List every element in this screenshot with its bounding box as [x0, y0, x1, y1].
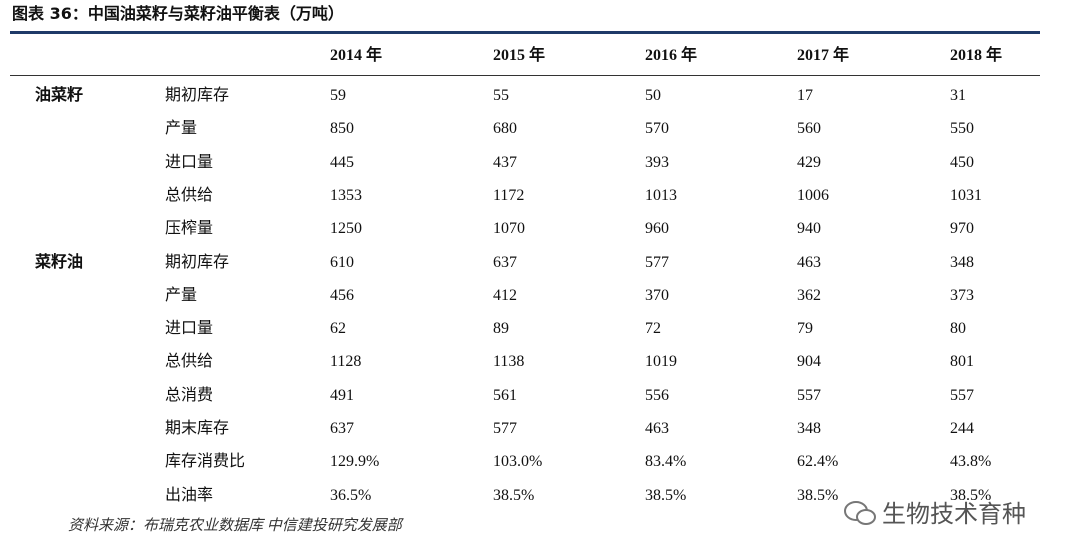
- cell: 850: [330, 120, 354, 138]
- row-label: 总供给: [165, 186, 214, 204]
- column-header: 2016 年: [645, 47, 698, 64]
- cell: 348: [950, 253, 974, 271]
- cell: 637: [493, 253, 517, 271]
- cell: 557: [950, 386, 974, 404]
- cell: 561: [493, 386, 517, 404]
- cell: 801: [950, 353, 974, 371]
- row-label: 总供给: [165, 353, 214, 371]
- cell: 36.5%: [330, 486, 372, 504]
- cell: 83.4%: [645, 453, 687, 471]
- cell: 429: [797, 153, 821, 171]
- row-label: 期末库存: [165, 420, 230, 437]
- row-label: 压榨量: [165, 220, 214, 238]
- cell: 59: [330, 87, 346, 104]
- cell: 244: [950, 420, 974, 437]
- cell: 393: [645, 153, 669, 171]
- cell: 463: [797, 253, 821, 271]
- cell: 412: [493, 286, 517, 304]
- cell: 31: [950, 87, 966, 104]
- cell: 940: [797, 220, 821, 238]
- cell: 370: [645, 286, 669, 304]
- cell: 55: [493, 87, 509, 104]
- cell: 610: [330, 253, 354, 271]
- cell: 904: [797, 353, 821, 371]
- title: 图表 36：中国油菜籽与菜籽油平衡表（万吨）: [12, 4, 344, 23]
- cell: 38.5%: [797, 486, 839, 504]
- column-header: 2014 年: [330, 47, 383, 64]
- cell: 89: [493, 320, 509, 338]
- source: 资料来源：布瑞克农业数据库 中信建投研究发展部: [68, 518, 402, 534]
- cell: 463: [645, 420, 669, 437]
- cell: 129.9%: [330, 453, 380, 471]
- column-header: 2017 年: [797, 47, 850, 64]
- cell: 557: [797, 386, 821, 404]
- cell: 970: [950, 220, 974, 238]
- cell: 637: [330, 420, 354, 437]
- cell: 62.4%: [797, 453, 839, 471]
- cell: 570: [645, 120, 669, 138]
- group-label: 油菜籽: [35, 87, 84, 104]
- row-label: 库存消费比: [165, 453, 246, 471]
- header-rule: [10, 75, 1040, 76]
- cell: 43.8%: [950, 453, 992, 471]
- cell: 17: [797, 87, 813, 104]
- cell: 491: [330, 386, 354, 404]
- cell: 1353: [330, 186, 362, 204]
- cell: 437: [493, 153, 517, 171]
- cell: 450: [950, 153, 974, 171]
- cell: 577: [645, 253, 669, 271]
- cell: 445: [330, 153, 354, 171]
- row-label: 期初库存: [165, 87, 230, 104]
- cell: 79: [797, 320, 813, 338]
- cell: 362: [797, 286, 821, 304]
- cell: 38.5%: [950, 486, 992, 504]
- cell: 72: [645, 320, 661, 338]
- group-label: 菜籽油: [35, 253, 84, 271]
- cell: 62: [330, 320, 346, 338]
- cell: 38.5%: [493, 486, 535, 504]
- cell: 348: [797, 420, 821, 437]
- cell: 680: [493, 120, 517, 138]
- cell: 1070: [493, 220, 525, 238]
- cell: 560: [797, 120, 821, 138]
- wechat-icon: [844, 501, 876, 525]
- cell: 38.5%: [645, 486, 687, 504]
- row-label: 总消费: [165, 386, 214, 404]
- title-rule: [10, 31, 1040, 34]
- column-header: 2015 年: [493, 47, 546, 64]
- cell: 1172: [493, 186, 525, 204]
- cell: 556: [645, 386, 669, 404]
- row-label: 进口量: [165, 320, 214, 338]
- cell: 550: [950, 120, 974, 138]
- cell: 80: [950, 320, 966, 338]
- row-label: 进口量: [165, 153, 214, 171]
- row-label: 出油率: [165, 486, 214, 504]
- cell: 456: [330, 286, 354, 304]
- row-label: 期初库存: [165, 253, 230, 271]
- cell: 1128: [330, 353, 362, 371]
- column-header: 2018 年: [950, 47, 1003, 64]
- cell: 1006: [797, 186, 829, 204]
- cell: 1013: [645, 186, 677, 204]
- cell: 1138: [493, 353, 525, 371]
- row-label: 产量: [165, 286, 198, 304]
- row-label: 产量: [165, 120, 198, 138]
- cell: 1031: [950, 186, 982, 204]
- cell: 577: [493, 420, 517, 437]
- cell: 103.0%: [493, 453, 543, 471]
- cell: 1019: [645, 353, 677, 371]
- cell: 960: [645, 220, 669, 238]
- cell: 1250: [330, 220, 362, 238]
- cell: 373: [950, 286, 974, 304]
- watermark: 生物技术育种: [882, 500, 1026, 528]
- cell: 50: [645, 87, 661, 104]
